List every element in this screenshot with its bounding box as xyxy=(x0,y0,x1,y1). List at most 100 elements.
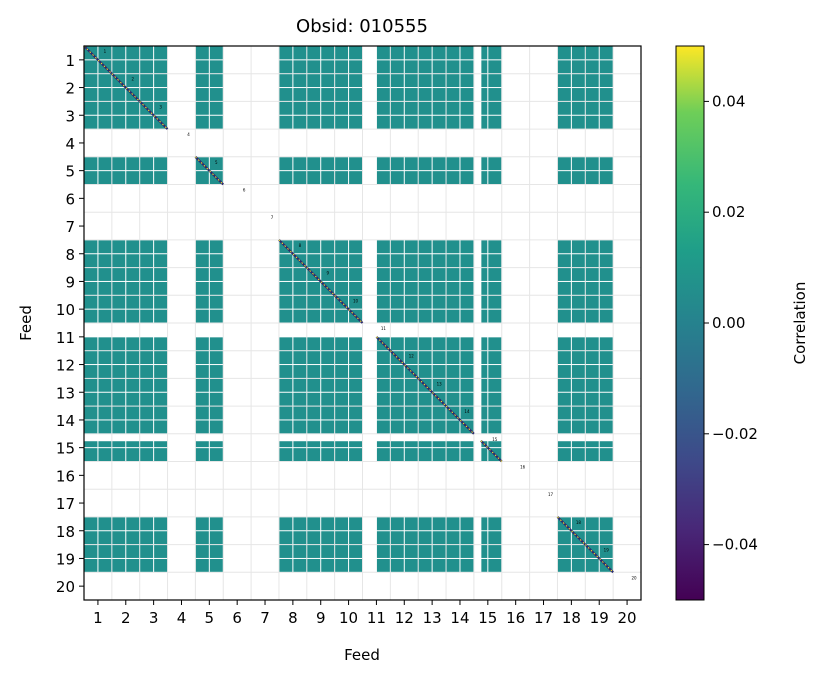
heatmap-cell xyxy=(154,441,168,448)
heatmap-cell xyxy=(557,406,571,420)
heatmap-cell xyxy=(279,517,293,531)
heatmap-cell xyxy=(98,545,112,558)
heatmap-cell xyxy=(154,420,168,434)
heatmap-cell xyxy=(404,558,418,572)
heatmap-cell xyxy=(140,171,154,184)
diagonal-line xyxy=(584,544,614,573)
heatmap-cell xyxy=(488,337,502,351)
heatmap-cell xyxy=(585,171,599,184)
heatmap-cell xyxy=(432,115,446,129)
heatmap-cell xyxy=(571,46,585,60)
heatmap-cell xyxy=(376,74,390,88)
heatmap-cell xyxy=(599,545,613,558)
heatmap-cell xyxy=(140,157,154,171)
heatmap-cell xyxy=(481,240,488,254)
colorbar-tick-label: 0.00 xyxy=(712,314,745,332)
heatmap-cell xyxy=(418,309,432,323)
heatmap-cell xyxy=(140,337,154,351)
heatmap-cell xyxy=(599,351,613,365)
diagonal-line xyxy=(389,350,419,379)
heatmap-cell xyxy=(571,281,585,295)
heatmap-cell xyxy=(279,101,293,115)
heatmap-cell xyxy=(154,88,168,101)
heatmap-cell xyxy=(376,295,390,309)
heatmap-cell xyxy=(279,60,293,74)
y-axis-label: Feed xyxy=(17,305,35,341)
x-tick-label: 14 xyxy=(450,609,469,627)
heatmap-cell xyxy=(195,295,209,309)
heatmap-cell xyxy=(571,441,585,448)
heatmap-cell xyxy=(154,157,168,171)
diagonal-feed-label: 10 xyxy=(353,298,359,303)
heatmap-cell xyxy=(585,448,599,461)
heatmap-cell xyxy=(112,365,126,378)
heatmap-cell xyxy=(307,531,321,545)
heatmap-cell xyxy=(335,378,349,392)
heatmap-cell xyxy=(84,240,98,254)
heatmap-cell xyxy=(390,157,404,171)
heatmap-cell xyxy=(349,441,362,448)
heatmap-cell xyxy=(209,392,223,406)
heatmap-cell xyxy=(293,281,307,295)
heatmap-cell xyxy=(154,392,168,406)
diagonal-line xyxy=(334,294,363,324)
y-tick-label: 3 xyxy=(65,107,75,125)
y-tick-label: 16 xyxy=(56,467,75,485)
heatmap-cell xyxy=(335,545,349,558)
heatmap-cell xyxy=(140,378,154,392)
heatmap-cell xyxy=(154,60,168,74)
heatmap-cell xyxy=(209,545,223,558)
diagonal-feed-label: 17 xyxy=(548,492,554,497)
heatmap-cell xyxy=(293,545,307,558)
heatmap-cell xyxy=(126,531,140,545)
heatmap-cell xyxy=(557,281,571,295)
heatmap-cell xyxy=(84,254,98,268)
heatmap-cell xyxy=(321,365,335,378)
heatmap-cell xyxy=(599,420,613,434)
heatmap-cell xyxy=(154,268,168,281)
heatmap-cell xyxy=(390,254,404,268)
heatmap-cell xyxy=(481,268,488,281)
heatmap-cell xyxy=(140,115,154,129)
heatmap-cell xyxy=(390,517,404,531)
heatmap-cell xyxy=(376,101,390,115)
diagonal-feed-label: 14 xyxy=(464,409,470,414)
heatmap-cell xyxy=(112,531,126,545)
heatmap-cell xyxy=(488,254,502,268)
heatmap-cell xyxy=(557,337,571,351)
heatmap-cell xyxy=(293,420,307,434)
heatmap-cell xyxy=(446,281,460,295)
heatmap-cell xyxy=(599,74,613,88)
heatmap-cell xyxy=(307,60,321,74)
heatmap-cell xyxy=(557,531,571,545)
heatmap-cell xyxy=(432,254,446,268)
heatmap-cell xyxy=(599,46,613,60)
heatmap-cell xyxy=(571,558,585,572)
heatmap-cell xyxy=(488,531,502,545)
heatmap-cell xyxy=(460,295,474,309)
heatmap-cell xyxy=(599,378,613,392)
heatmap-cell xyxy=(571,74,585,88)
heatmap-cell xyxy=(557,115,571,129)
heatmap-cell xyxy=(349,378,362,392)
heatmap-cell xyxy=(335,157,349,171)
heatmap-cell xyxy=(599,309,613,323)
x-tick-label: 13 xyxy=(423,609,442,627)
heatmap-cell xyxy=(446,46,460,60)
heatmap-cell xyxy=(488,441,502,448)
heatmap-cell xyxy=(488,406,502,420)
heatmap-cell xyxy=(335,46,349,60)
heatmap-cell xyxy=(585,268,599,281)
heatmap-cell xyxy=(390,101,404,115)
heatmap-cell xyxy=(446,441,460,448)
heatmap-cell xyxy=(481,171,488,184)
heatmap-cell xyxy=(404,531,418,545)
y-tick-label: 19 xyxy=(56,550,75,568)
heatmap-cell xyxy=(98,295,112,309)
heatmap-cell xyxy=(488,171,502,184)
plot-frame xyxy=(83,45,642,601)
colorbar-tick-label: −0.02 xyxy=(712,425,758,443)
heatmap-cell xyxy=(279,351,293,365)
heatmap-cell xyxy=(84,74,98,88)
heatmap-cells xyxy=(84,46,613,572)
